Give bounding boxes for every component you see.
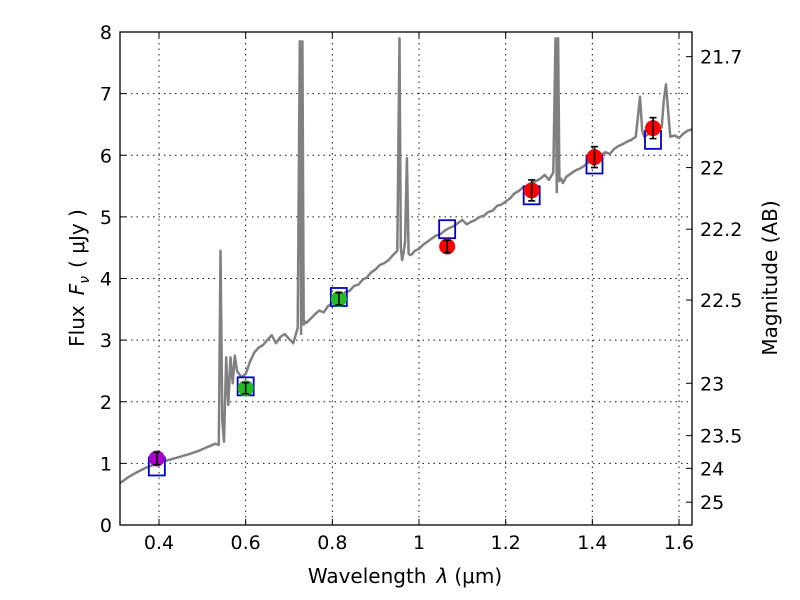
y-tick-label: 1 <box>100 453 112 475</box>
y2-tick-label: 21.7 <box>700 47 742 69</box>
y-axis-label: FluxFν( μJy ) <box>65 209 93 347</box>
y-tick-label: 2 <box>100 392 112 414</box>
x-tick-label: 0.8 <box>317 532 347 554</box>
y2-tick-label: 23 <box>700 373 724 395</box>
y2-tick-label: 25 <box>700 492 724 514</box>
x-axis-label: Wavelength λ (μm) <box>308 564 502 588</box>
y-tick-label: 3 <box>100 330 112 352</box>
x-tick-label: 0.6 <box>231 532 261 554</box>
ticks: 0.4 0.6 0.8 1 1.2 1.4 1.601234567821.72222.222… <box>100 22 742 554</box>
spectrum-layer <box>120 36 692 485</box>
y-tick-label: 4 <box>100 269 112 291</box>
y2-tick-label: 24 <box>700 458 724 480</box>
y-tick-label: 6 <box>100 145 112 167</box>
spectrum-line <box>120 36 692 485</box>
y-tick-label: 0 <box>100 515 112 537</box>
x-tick-label: 1.2 <box>491 532 521 554</box>
secondary-y-axis-label: Magnitude (AB) <box>758 200 782 355</box>
x-tick-label: 1.4 <box>577 532 607 554</box>
grid <box>120 32 692 525</box>
y2-tick-label: 23.5 <box>700 426 742 448</box>
y2-tick-label: 22.2 <box>700 219 742 241</box>
markers-layer <box>147 116 662 477</box>
x-tick-label: 1 <box>413 532 425 554</box>
x-tick-label: 1.6 <box>664 532 694 554</box>
y2-tick-label: 22 <box>700 158 724 180</box>
y-tick-label: 8 <box>100 22 112 44</box>
y-tick-label: 5 <box>100 207 112 229</box>
model-band-square <box>438 219 457 240</box>
y-tick-label: 7 <box>100 84 112 106</box>
y2-tick-label: 22.5 <box>700 290 742 312</box>
x-tick-label: 0.4 <box>144 532 174 554</box>
